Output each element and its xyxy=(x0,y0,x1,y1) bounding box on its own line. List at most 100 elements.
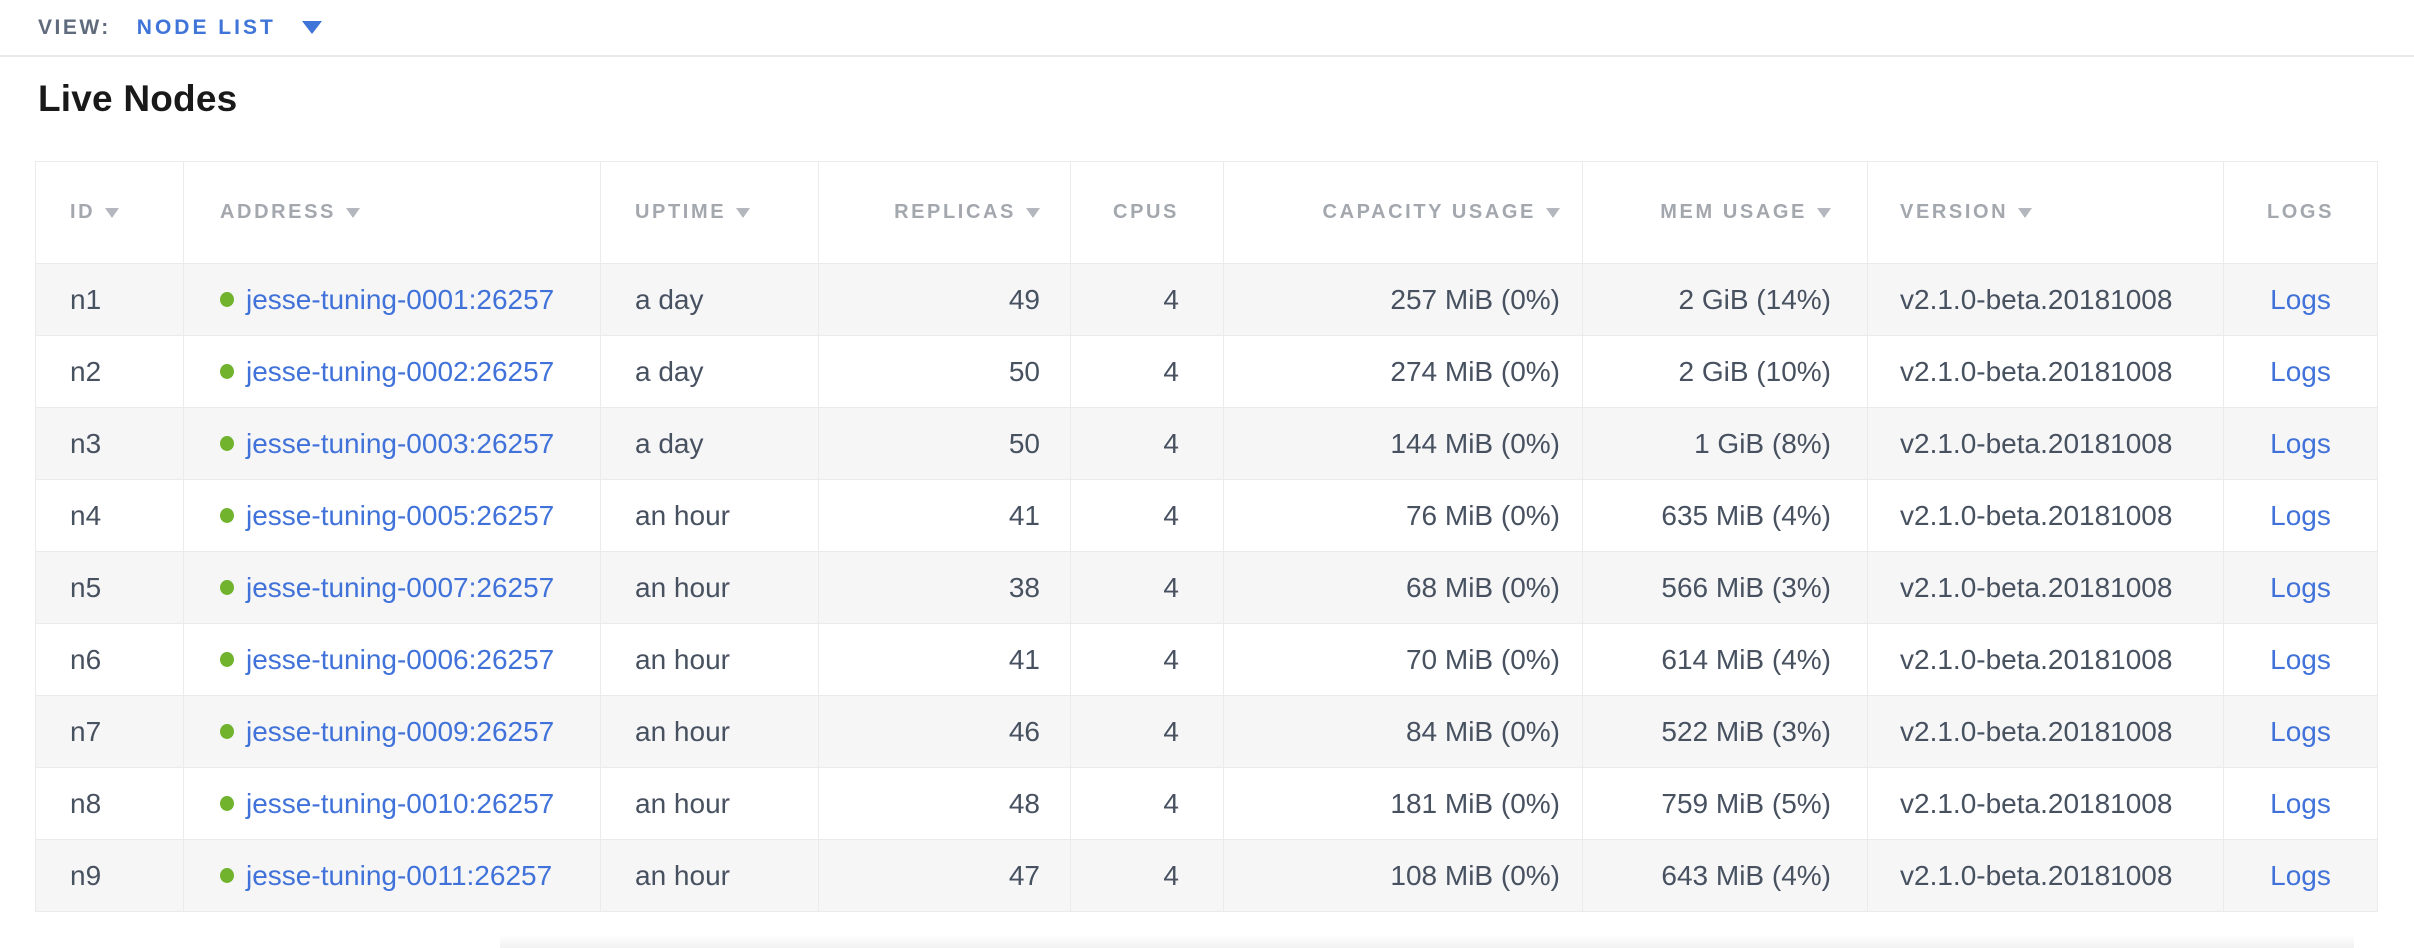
cell-replicas: 41 xyxy=(818,479,1071,552)
cell-replicas: 50 xyxy=(818,407,1071,480)
logs-link[interactable]: Logs xyxy=(2270,283,2331,315)
node-address-link[interactable]: jesse-tuning-0011:26257 xyxy=(246,859,553,891)
cell-replicas: 49 xyxy=(818,263,1071,336)
cell-replicas: 38 xyxy=(818,551,1071,624)
column-header-replicas[interactable]: REPLICAS xyxy=(818,161,1071,264)
cell-address: jesse-tuning-0010:26257 xyxy=(183,767,601,840)
column-header-label: ID xyxy=(70,201,96,223)
live-status-dot-icon xyxy=(220,867,234,883)
logs-link[interactable]: Logs xyxy=(2270,499,2331,531)
logs-link[interactable]: Logs xyxy=(2270,787,2331,819)
cell-cpus: 4 xyxy=(1070,695,1224,768)
cell-id: n7 xyxy=(35,695,184,768)
cell-mem_usage: 614 MiB (4%) xyxy=(1582,623,1868,696)
live-status-dot-icon xyxy=(220,363,234,379)
column-header-version[interactable]: VERSION xyxy=(1867,161,2224,264)
logs-link[interactable]: Logs xyxy=(2270,427,2331,459)
cell-version: v2.1.0-beta.20181008 xyxy=(1867,335,2224,408)
node-address-link[interactable]: jesse-tuning-0002:26257 xyxy=(246,355,555,387)
table-header-row: ID ADDRESS UPTIME REPLICAS CPUS CAPACITY USAG… xyxy=(35,161,2378,264)
cell-mem_usage: 1 GiB (8%) xyxy=(1582,407,1868,480)
table-row: n7 jesse-tuning-0009:26257 an hour 46 4 84 Mi… xyxy=(35,695,2378,768)
cell-uptime: a day xyxy=(600,263,819,336)
cell-logs: Logs xyxy=(2223,263,2378,336)
cell-replicas: 48 xyxy=(818,767,1071,840)
live-status-dot-icon xyxy=(220,723,234,739)
live-status-dot-icon xyxy=(220,579,234,595)
sort-arrow-icon xyxy=(736,208,751,218)
cell-uptime: an hour xyxy=(600,839,819,912)
cell-uptime: an hour xyxy=(600,767,819,840)
cell-id: n3 xyxy=(35,407,184,480)
cell-logs: Logs xyxy=(2223,695,2378,768)
column-header-label: VERSION xyxy=(1900,201,2009,223)
column-header-label: UPTIME xyxy=(635,201,727,223)
cell-id: n2 xyxy=(35,335,184,408)
cell-version: v2.1.0-beta.20181008 xyxy=(1867,407,2224,480)
node-address-link[interactable]: jesse-tuning-0001:26257 xyxy=(246,283,555,315)
cell-version: v2.1.0-beta.20181008 xyxy=(1867,263,2224,336)
view-selected-value[interactable]: NODE LIST xyxy=(136,15,276,39)
table-row: n4 jesse-tuning-0005:26257 an hour 41 4 76 Mi… xyxy=(35,479,2378,552)
column-header-label: ADDRESS xyxy=(220,201,336,223)
live-status-dot-icon xyxy=(220,651,234,667)
cell-mem_usage: 635 MiB (4%) xyxy=(1582,479,1868,552)
bottom-scroll-shadow xyxy=(500,935,2354,948)
view-selector-dropdown[interactable]: NODE LIST xyxy=(137,16,322,40)
cell-logs: Logs xyxy=(2223,479,2378,552)
page-title: Live Nodes xyxy=(38,78,238,119)
cell-cpus: 4 xyxy=(1070,263,1224,336)
cell-version: v2.1.0-beta.20181008 xyxy=(1867,551,2224,624)
logs-link[interactable]: Logs xyxy=(2270,355,2331,387)
cell-address: jesse-tuning-0003:26257 xyxy=(183,407,601,480)
node-address-link[interactable]: jesse-tuning-0010:26257 xyxy=(246,787,555,819)
cell-logs: Logs xyxy=(2223,623,2378,696)
logs-link[interactable]: Logs xyxy=(2270,859,2331,891)
table-row: n8 jesse-tuning-0010:26257 an hour 48 4 181 M… xyxy=(35,767,2378,840)
cell-id: n4 xyxy=(35,479,184,552)
column-header-mem_usage[interactable]: MEM USAGE xyxy=(1582,161,1868,264)
column-header-capacity_usage[interactable]: CAPACITY USAGE xyxy=(1223,161,1583,264)
node-address-link[interactable]: jesse-tuning-0003:26257 xyxy=(246,427,555,459)
cell-address: jesse-tuning-0009:26257 xyxy=(183,695,601,768)
cell-logs: Logs xyxy=(2223,551,2378,624)
cell-address: jesse-tuning-0011:26257 xyxy=(183,839,601,912)
sort-arrow-icon xyxy=(1546,208,1560,218)
cell-capacity_usage: 144 MiB (0%) xyxy=(1223,407,1583,480)
cell-cpus: 4 xyxy=(1070,767,1224,840)
column-header-label: CAPACITY USAGE xyxy=(1322,201,1536,223)
cell-capacity_usage: 181 MiB (0%) xyxy=(1223,767,1583,840)
node-address-link[interactable]: jesse-tuning-0006:26257 xyxy=(246,643,555,675)
cell-cpus: 4 xyxy=(1070,335,1224,408)
cell-uptime: a day xyxy=(600,407,819,480)
node-address-link[interactable]: jesse-tuning-0005:26257 xyxy=(246,499,555,531)
cell-mem_usage: 566 MiB (3%) xyxy=(1582,551,1868,624)
cell-uptime: an hour xyxy=(600,695,819,768)
node-address-link[interactable]: jesse-tuning-0009:26257 xyxy=(246,715,555,747)
cell-mem_usage: 522 MiB (3%) xyxy=(1582,695,1868,768)
live-status-dot-icon xyxy=(220,795,234,811)
cell-uptime: a day xyxy=(600,335,819,408)
table-row: n5 jesse-tuning-0007:26257 an hour 38 4 68 Mi… xyxy=(35,551,2378,624)
table-row: n6 jesse-tuning-0006:26257 an hour 41 4 70 Mi… xyxy=(35,623,2378,696)
cell-version: v2.1.0-beta.20181008 xyxy=(1867,767,2224,840)
cell-replicas: 46 xyxy=(818,695,1071,768)
cell-version: v2.1.0-beta.20181008 xyxy=(1867,839,2224,912)
cell-replicas: 50 xyxy=(818,335,1071,408)
cell-mem_usage: 643 MiB (4%) xyxy=(1582,839,1868,912)
table-row: n9 jesse-tuning-0011:26257 an hour 47 4 108 M… xyxy=(35,839,2378,912)
cell-address: jesse-tuning-0002:26257 xyxy=(183,335,601,408)
logs-link[interactable]: Logs xyxy=(2270,571,2331,603)
cell-cpus: 4 xyxy=(1070,839,1224,912)
cell-id: n9 xyxy=(35,839,184,912)
column-header-id[interactable]: ID xyxy=(35,161,184,264)
logs-link[interactable]: Logs xyxy=(2270,643,2331,675)
node-address-link[interactable]: jesse-tuning-0007:26257 xyxy=(246,571,555,603)
sort-arrow-icon xyxy=(1026,208,1040,218)
cell-id: n6 xyxy=(35,623,184,696)
logs-link[interactable]: Logs xyxy=(2270,715,2331,747)
cell-address: jesse-tuning-0005:26257 xyxy=(183,479,601,552)
cell-version: v2.1.0-beta.20181008 xyxy=(1867,623,2224,696)
column-header-address[interactable]: ADDRESS xyxy=(183,161,601,264)
column-header-uptime[interactable]: UPTIME xyxy=(600,161,819,264)
